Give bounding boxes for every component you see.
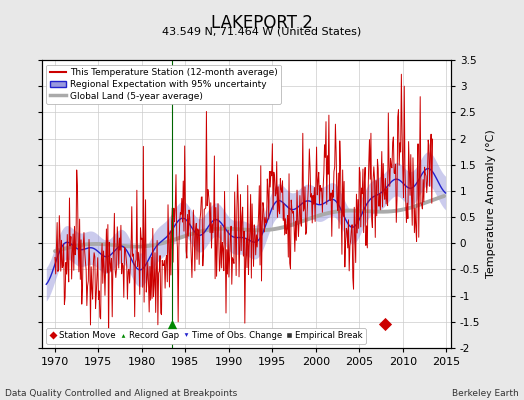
Text: 43.549 N, 71.464 W (United States): 43.549 N, 71.464 W (United States)	[162, 27, 362, 37]
Point	[381, 321, 390, 328]
Legend: Station Move, Record Gap, Time of Obs. Change, Empirical Break: Station Move, Record Gap, Time of Obs. C…	[46, 328, 366, 344]
Y-axis label: Temperature Anomaly (°C): Temperature Anomaly (°C)	[486, 130, 496, 278]
Point	[168, 321, 177, 328]
Text: LAKEPORT 2: LAKEPORT 2	[211, 14, 313, 32]
Text: Data Quality Controlled and Aligned at Breakpoints: Data Quality Controlled and Aligned at B…	[5, 389, 237, 398]
Text: Berkeley Earth: Berkeley Earth	[452, 389, 519, 398]
